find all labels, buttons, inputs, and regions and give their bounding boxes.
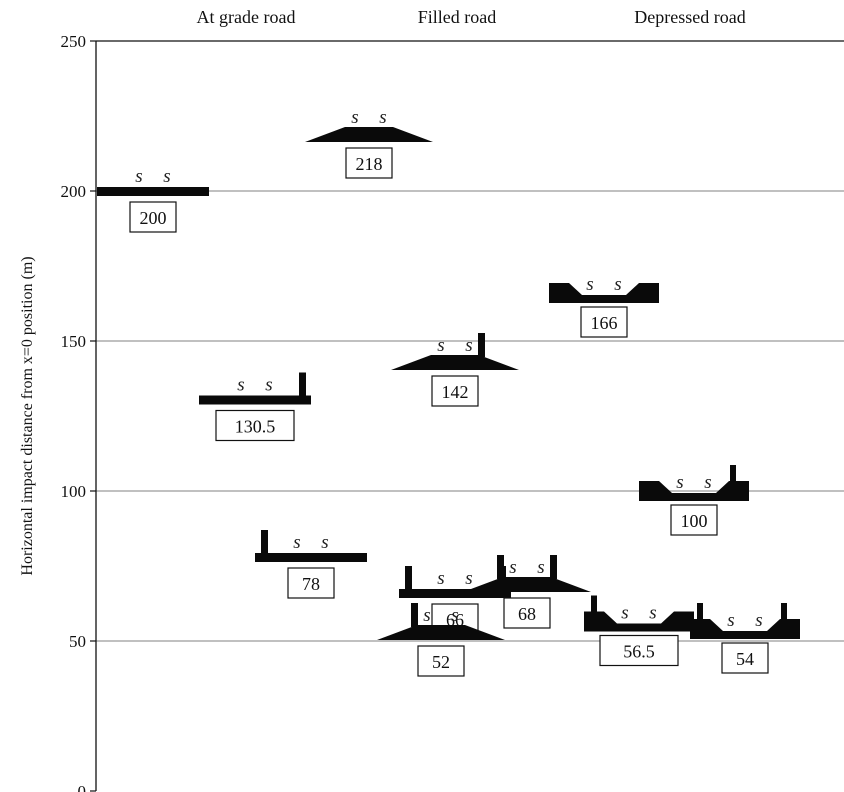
noise-barrier bbox=[697, 603, 703, 621]
source-symbol: s bbox=[465, 335, 472, 356]
noise-barrier bbox=[781, 603, 787, 621]
cut-section bbox=[584, 611, 694, 632]
road-profile-200: s s 200 bbox=[97, 166, 209, 233]
y-tick-label: 150 bbox=[61, 332, 87, 351]
source-symbol: s bbox=[509, 557, 516, 578]
value-box bbox=[345, 147, 393, 179]
source-symbol: s bbox=[265, 375, 272, 396]
source-symbol: s bbox=[621, 603, 628, 624]
y-tick-label: 50 bbox=[69, 632, 86, 651]
embankment bbox=[391, 355, 519, 370]
source-symbol: s bbox=[465, 568, 472, 589]
source-symbol: s bbox=[237, 375, 244, 396]
value-label: 166 bbox=[591, 313, 618, 333]
noise-barrier bbox=[550, 555, 557, 579]
value-label: 78 bbox=[302, 574, 320, 594]
value-label: 218 bbox=[356, 154, 383, 174]
value-box bbox=[129, 201, 177, 233]
source-symbol: s bbox=[451, 605, 458, 626]
value-box bbox=[215, 409, 295, 442]
source-symbol: s bbox=[135, 166, 142, 187]
value-label: 142 bbox=[442, 382, 469, 402]
y-tick-label: 100 bbox=[61, 482, 87, 501]
value-box bbox=[431, 375, 479, 407]
source-symbol: s bbox=[649, 603, 656, 624]
value-label: 200 bbox=[140, 208, 167, 228]
source-symbol: s bbox=[676, 472, 683, 493]
group-labels: At grade road Filled road Depressed road bbox=[197, 7, 746, 27]
group-label: At grade road bbox=[197, 7, 296, 27]
value-label: 54 bbox=[736, 649, 754, 669]
noise-barrier bbox=[497, 555, 504, 579]
value-box bbox=[721, 642, 769, 674]
noise-barrier bbox=[261, 530, 268, 555]
noise-barrier bbox=[411, 603, 418, 627]
road-profile-68: s s68 bbox=[463, 555, 591, 629]
noise-barrier bbox=[730, 465, 736, 483]
road-profile-54: s s54 bbox=[690, 603, 800, 674]
noise-barrier bbox=[405, 566, 412, 591]
y-axis: 0 50 100 150 200 250 bbox=[61, 32, 844, 792]
cut-section bbox=[549, 283, 659, 303]
source-symbol: s bbox=[423, 605, 430, 626]
source-symbol: s bbox=[437, 335, 444, 356]
embankment bbox=[377, 625, 505, 640]
source-symbol: s bbox=[351, 107, 358, 128]
value-box bbox=[670, 504, 718, 536]
value-box bbox=[287, 567, 335, 599]
y-tick-label: 200 bbox=[61, 182, 87, 201]
source-symbol: s bbox=[727, 610, 734, 631]
cut-section bbox=[639, 481, 749, 501]
road-profile-166: s s 166 bbox=[549, 274, 659, 338]
road-profile-52: s s 52 bbox=[377, 603, 505, 677]
y-tick-label: 250 bbox=[61, 32, 87, 51]
road-profile-100: s s 100 bbox=[639, 465, 749, 536]
embankment bbox=[305, 127, 433, 142]
value-label: 68 bbox=[518, 604, 536, 624]
road-deck bbox=[97, 187, 209, 196]
value-label: 52 bbox=[432, 652, 450, 672]
source-symbol: s bbox=[321, 532, 328, 553]
cut-section bbox=[690, 619, 800, 639]
value-label: 100 bbox=[681, 511, 708, 531]
y-axis-label: Horizontal impact distance from x=0 posi… bbox=[19, 256, 36, 575]
source-symbol: s bbox=[614, 274, 621, 295]
road-deck bbox=[199, 395, 311, 405]
source-symbol: s bbox=[586, 274, 593, 295]
source-symbol: s bbox=[293, 532, 300, 553]
value-box bbox=[503, 597, 551, 629]
y-tick-label: 0 bbox=[78, 782, 87, 792]
noise-barrier bbox=[478, 333, 485, 357]
road-profile-56.5: s s 56.5 bbox=[584, 595, 694, 667]
value-label: 130.5 bbox=[235, 417, 276, 437]
source-symbol: s bbox=[537, 557, 544, 578]
noise-barrier bbox=[591, 595, 597, 614]
road-profile-130.5: s s 130.5 bbox=[199, 372, 311, 442]
value-box bbox=[580, 306, 628, 338]
group-label: Depressed road bbox=[634, 7, 745, 27]
road-profile-218: s s 218 bbox=[305, 107, 433, 179]
value-box bbox=[417, 645, 465, 677]
source-symbol: s bbox=[704, 472, 711, 493]
embankment bbox=[463, 577, 591, 592]
source-symbol: s bbox=[437, 568, 444, 589]
value-box bbox=[599, 634, 679, 667]
road-deck bbox=[255, 553, 367, 562]
source-symbol: s bbox=[755, 610, 762, 631]
source-symbol: s bbox=[379, 107, 386, 128]
road-deck bbox=[399, 589, 511, 598]
noise-barrier bbox=[299, 372, 306, 398]
group-label: Filled road bbox=[418, 7, 497, 27]
road-profile-78: s s 78 bbox=[255, 530, 367, 599]
road-profile-142: s s 142 bbox=[391, 333, 519, 407]
source-symbol: s bbox=[163, 166, 170, 187]
value-label: 56.5 bbox=[623, 642, 655, 662]
